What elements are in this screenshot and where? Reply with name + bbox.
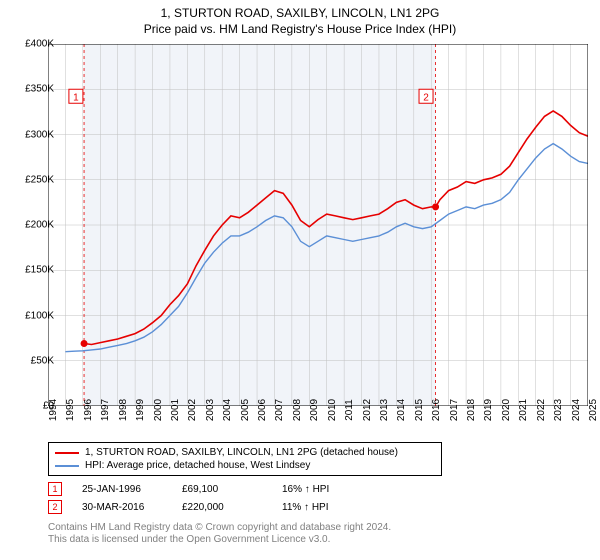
y-axis-label: £100K	[8, 310, 54, 321]
marker-price: £69,100	[182, 484, 262, 495]
x-axis-label: 2007	[274, 399, 285, 421]
svg-text:1: 1	[73, 92, 79, 103]
marker-table: 1 25-JAN-1996 £69,100 16% ↑ HPI 2 30-MAR-2016…	[48, 478, 362, 514]
y-axis-label: £50K	[8, 355, 54, 366]
chart-title: 1, STURTON ROAD, SAXILBY, LINCOLN, LN1 2…	[0, 6, 600, 20]
marker-row: 1 25-JAN-1996 £69,100 16% ↑ HPI	[48, 482, 362, 496]
y-axis-label: £150K	[8, 265, 54, 276]
x-axis-label: 2006	[257, 399, 268, 421]
legend-row: 1, STURTON ROAD, SAXILBY, LINCOLN, LN1 2…	[55, 446, 435, 459]
x-axis-label: 2022	[536, 399, 547, 421]
x-axis-label: 2025	[588, 399, 599, 421]
svg-text:2: 2	[423, 92, 429, 103]
chart-container: 1, STURTON ROAD, SAXILBY, LINCOLN, LN1 2…	[0, 0, 600, 560]
y-axis-label: £400K	[8, 39, 54, 50]
x-axis-label: 2023	[553, 399, 564, 421]
x-axis-label: 1995	[65, 399, 76, 421]
x-axis-label: 2016	[431, 399, 442, 421]
x-axis-label: 2003	[205, 399, 216, 421]
marker-date: 25-JAN-1996	[82, 484, 162, 495]
marker-delta: 16% ↑ HPI	[282, 484, 362, 495]
line-chart: 12	[48, 44, 588, 406]
marker-number-box: 1	[48, 482, 62, 496]
marker-date: 30-MAR-2016	[82, 502, 162, 513]
x-axis-label: 1994	[48, 399, 59, 421]
y-axis-label: £350K	[8, 84, 54, 95]
y-axis-label: £200K	[8, 220, 54, 231]
x-axis-label: 2001	[170, 399, 181, 421]
x-axis-label: 1997	[100, 399, 111, 421]
footer-attribution: Contains HM Land Registry data © Crown c…	[48, 522, 391, 546]
y-axis-label: £250K	[8, 174, 54, 185]
footer-line1: Contains HM Land Registry data © Crown c…	[48, 522, 391, 534]
x-axis-label: 1998	[118, 399, 129, 421]
marker-number-box: 2	[48, 500, 62, 514]
x-axis-label: 2000	[153, 399, 164, 421]
x-axis-label: 2009	[309, 399, 320, 421]
x-axis-label: 1996	[83, 399, 94, 421]
x-axis-label: 2011	[344, 399, 355, 421]
x-axis-label: 2014	[396, 399, 407, 421]
footer-line2: This data is licensed under the Open Gov…	[48, 534, 391, 546]
legend-swatch	[55, 465, 79, 467]
x-axis-label: 2010	[327, 399, 338, 421]
chart-subtitle: Price paid vs. HM Land Registry's House …	[0, 22, 600, 36]
x-axis-label: 2020	[501, 399, 512, 421]
x-axis-label: 2005	[240, 399, 251, 421]
legend-row: HPI: Average price, detached house, West…	[55, 459, 435, 472]
x-axis-label: 2024	[571, 399, 582, 421]
marker-row: 2 30-MAR-2016 £220,000 11% ↑ HPI	[48, 500, 362, 514]
marker-price: £220,000	[182, 502, 262, 513]
x-axis-label: 2013	[379, 399, 390, 421]
x-axis-label: 2015	[414, 399, 425, 421]
x-axis-label: 2012	[362, 399, 373, 421]
y-axis-label: £300K	[8, 129, 54, 140]
x-axis-label: 2008	[292, 399, 303, 421]
marker-delta: 11% ↑ HPI	[282, 502, 362, 513]
x-axis-label: 2018	[466, 399, 477, 421]
legend-swatch	[55, 452, 79, 454]
legend: 1, STURTON ROAD, SAXILBY, LINCOLN, LN1 2…	[48, 442, 442, 476]
x-axis-label: 2017	[449, 399, 460, 421]
x-axis-label: 1999	[135, 399, 146, 421]
x-axis-label: 2021	[518, 399, 529, 421]
x-axis-label: 2002	[187, 399, 198, 421]
legend-label: HPI: Average price, detached house, West…	[85, 459, 310, 472]
x-axis-label: 2019	[483, 399, 494, 421]
legend-label: 1, STURTON ROAD, SAXILBY, LINCOLN, LN1 2…	[85, 446, 398, 459]
x-axis-label: 2004	[222, 399, 233, 421]
